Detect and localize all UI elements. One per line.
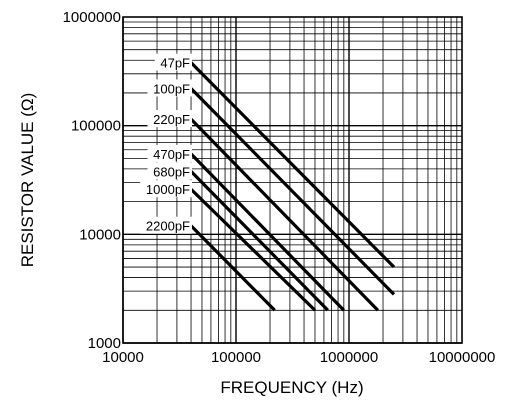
series-label-background — [140, 180, 192, 198]
series-label: 100pF — [153, 81, 190, 96]
series-label-background — [154, 53, 192, 71]
series-label: 470pF — [153, 147, 190, 162]
x-tick-label: 1000000 — [320, 349, 378, 366]
x-tick-label: 10000000 — [429, 349, 496, 366]
y-tick-label: 1000 — [88, 335, 121, 352]
x-tick-label: 10000 — [102, 349, 144, 366]
series-label: 220pF — [153, 112, 190, 127]
series-label-background — [147, 162, 192, 180]
y-tick-label: 100000 — [71, 118, 121, 135]
series-label: 1000pF — [146, 182, 190, 197]
y-tick-label: 10000 — [79, 226, 121, 243]
series-labels: 47pF 100pF 220pF 470pF 680pF 1000pF 2200pF — [140, 53, 192, 234]
series-label-background — [140, 216, 192, 234]
series-line — [189, 170, 329, 312]
series-label-background — [147, 144, 192, 162]
plot-frame — [122, 16, 463, 344]
series-label: 680pF — [153, 164, 190, 179]
series-line — [189, 224, 276, 312]
y-axis-title: RESISTOR VALUE (Ω) — [18, 93, 37, 268]
series-line — [189, 87, 396, 296]
series-line — [189, 188, 317, 312]
x-tick-label: 100000 — [211, 349, 261, 366]
x-axis-title: FREQUENCY (Hz) — [220, 378, 363, 397]
series-label-background — [147, 110, 192, 128]
y-tick-label: 1000000 — [63, 9, 121, 26]
series-label-background — [147, 79, 192, 97]
tick-labels: 10000 100000 1000000 1000000010001000010000… — [63, 9, 496, 366]
series-line — [189, 117, 379, 312]
series-label: 2200pF — [146, 219, 190, 234]
series-lines — [189, 61, 396, 312]
series-line — [189, 152, 345, 312]
series-label: 47pF — [160, 56, 190, 71]
series-line — [189, 61, 396, 269]
